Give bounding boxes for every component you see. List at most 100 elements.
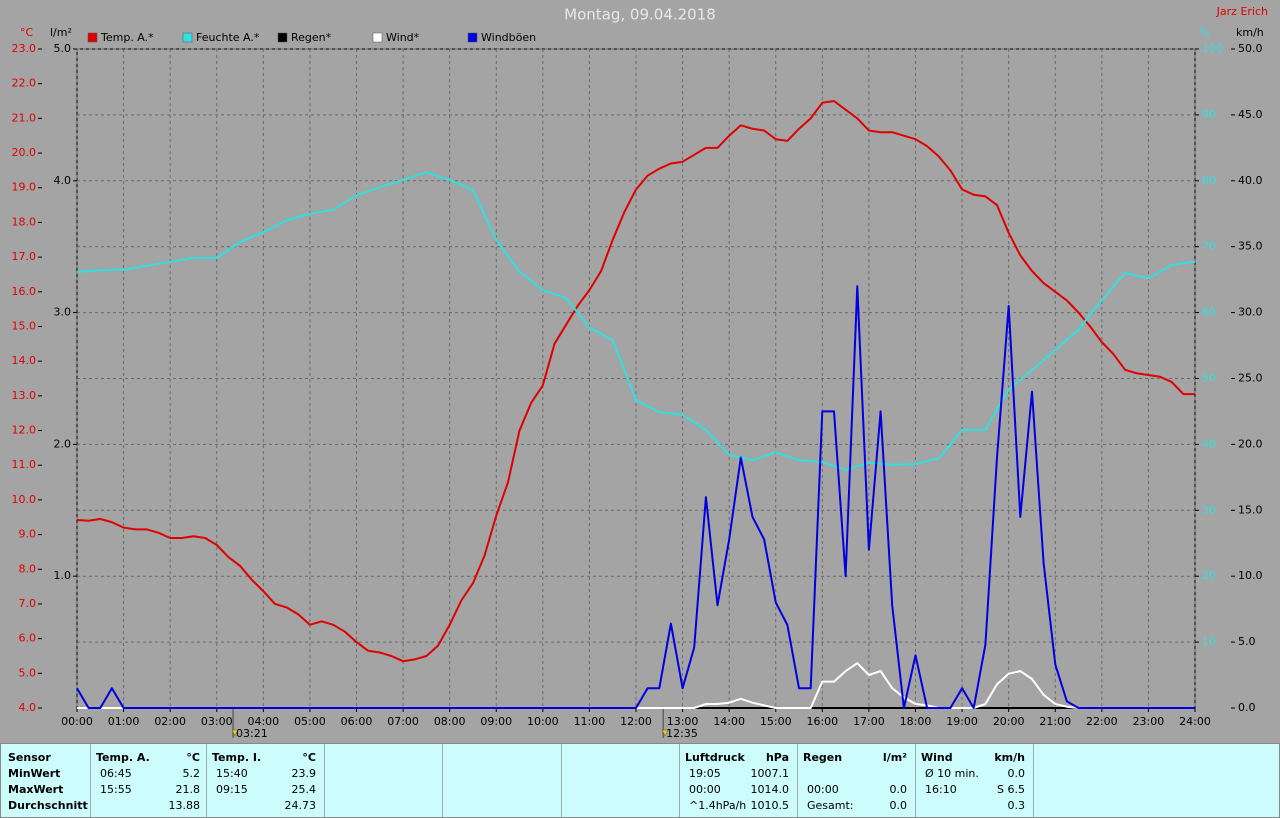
separator bbox=[915, 744, 916, 817]
stat-time: 19:05 bbox=[689, 767, 721, 780]
y-tick-label: 25.0 bbox=[1238, 372, 1263, 385]
legend-label: Wind* bbox=[386, 31, 420, 44]
panel-unit: km/h bbox=[994, 751, 1025, 764]
panel-title: Luftdruck bbox=[685, 751, 745, 764]
stat-value: 21.8 bbox=[175, 783, 201, 796]
chart-title: Montag, 09.04.2018 bbox=[564, 6, 716, 24]
y-tick-label: 4.0 bbox=[19, 701, 37, 714]
x-tick-label: 18:00 bbox=[900, 715, 932, 728]
y-tick-label: 13.0 bbox=[12, 389, 37, 402]
stat-value: 13.88 bbox=[168, 799, 201, 812]
y-tick-label: 11.0 bbox=[12, 458, 37, 471]
stat-value: 0.0 bbox=[889, 799, 908, 812]
y-tick-label: 45.0 bbox=[1238, 108, 1263, 121]
stat-time: 16:10 bbox=[925, 783, 957, 796]
y-tick-label: 70 bbox=[1202, 240, 1216, 253]
x-tick-label: 08:00 bbox=[434, 715, 466, 728]
series-line bbox=[76, 285, 1195, 709]
unit-label: l/m² bbox=[50, 26, 72, 39]
y-tick-label: 23.0 bbox=[12, 42, 37, 55]
separator bbox=[561, 744, 562, 817]
y-tick-label: 30 bbox=[1202, 503, 1216, 516]
y-tick-label: 80 bbox=[1202, 174, 1216, 187]
stat-time: 00:00 bbox=[807, 783, 839, 796]
legend-swatch bbox=[87, 32, 98, 43]
x-tick-label: 14:00 bbox=[713, 715, 745, 728]
y-tick-label: 90 bbox=[1202, 108, 1216, 121]
y-tick-label: 40 bbox=[1202, 437, 1216, 450]
stat-value: 5.2 bbox=[182, 767, 201, 780]
separator bbox=[442, 744, 443, 817]
legend-label: Feuchte A.* bbox=[196, 31, 260, 44]
panel-title: Temp. A. bbox=[96, 751, 150, 764]
x-tick-label: 21:00 bbox=[1039, 715, 1071, 728]
author: Jarz Erich bbox=[1216, 5, 1268, 18]
separator bbox=[324, 744, 325, 817]
stat-time: Ø 10 min. bbox=[925, 767, 979, 780]
x-tick-label: 02:00 bbox=[154, 715, 186, 728]
x-tick-label: 12:00 bbox=[620, 715, 652, 728]
x-tick-label: 05:00 bbox=[294, 715, 326, 728]
stat-value: 1010.5 bbox=[750, 799, 790, 812]
panel-unit: l/m² bbox=[882, 751, 907, 764]
stat-time: ^1.4hPa/h bbox=[689, 799, 747, 812]
y-tick-label: 19.0 bbox=[12, 181, 37, 194]
stat-value: 1007.1 bbox=[750, 767, 790, 780]
panel-title: Regen bbox=[803, 751, 843, 764]
y-tick-label: 50.0 bbox=[1238, 42, 1263, 55]
stat-value: 25.4 bbox=[291, 783, 317, 796]
series-line bbox=[76, 100, 1195, 663]
y-tick-label: 2.0 bbox=[54, 437, 72, 450]
separator bbox=[679, 744, 680, 817]
x-tick-label: 22:00 bbox=[1086, 715, 1118, 728]
legend-swatch bbox=[277, 32, 288, 43]
x-tick-label: 16:00 bbox=[806, 715, 838, 728]
x-tick-label: 24:00 bbox=[1179, 715, 1211, 728]
row-label: Sensor bbox=[8, 751, 51, 764]
series-line bbox=[76, 171, 1196, 472]
panel-unit: °C bbox=[302, 751, 316, 764]
y-tick-label: 9.0 bbox=[19, 528, 37, 541]
x-tick-label: 04:00 bbox=[247, 715, 279, 728]
stat-value: 0.0 bbox=[889, 783, 908, 796]
y-tick-label: 12.0 bbox=[12, 424, 37, 437]
stat-value: 0.3 bbox=[1007, 799, 1026, 812]
x-tick-label: 01:00 bbox=[108, 715, 140, 728]
stat-time: 09:15 bbox=[216, 783, 248, 796]
y-tick-label: 15.0 bbox=[12, 319, 37, 332]
legend-swatch bbox=[467, 32, 478, 43]
y-tick-label: 10.0 bbox=[12, 493, 37, 506]
panel-title: Temp. I. bbox=[212, 751, 262, 764]
x-tick-label: 20:00 bbox=[993, 715, 1025, 728]
y-tick-label: 7.0 bbox=[19, 597, 37, 610]
y-tick-label: 60 bbox=[1202, 306, 1216, 319]
event-icon bbox=[231, 729, 239, 737]
y-tick-label: 1.0 bbox=[54, 569, 72, 582]
legend-label: Windböen bbox=[481, 31, 536, 44]
x-tick-label: 23:00 bbox=[1133, 715, 1165, 728]
separator bbox=[797, 744, 798, 817]
y-tick-label: 15.0 bbox=[1238, 503, 1263, 516]
x-tick-label: 03:00 bbox=[201, 715, 233, 728]
unit-label: °C bbox=[20, 26, 34, 39]
x-tick-label: 00:00 bbox=[61, 715, 93, 728]
x-tick-label: 10:00 bbox=[527, 715, 559, 728]
separator bbox=[206, 744, 207, 817]
panel-title: Wind bbox=[921, 751, 953, 764]
x-tick-label: 09:00 bbox=[480, 715, 512, 728]
y-tick-label: 6.0 bbox=[19, 632, 37, 645]
x-tick-label: 06:00 bbox=[341, 715, 373, 728]
x-tick-label: 13:00 bbox=[667, 715, 699, 728]
y-tick-label: 21.0 bbox=[12, 111, 37, 124]
y-tick-label: 35.0 bbox=[1238, 240, 1263, 253]
y-tick-label: 40.0 bbox=[1238, 174, 1263, 187]
legend-swatch bbox=[372, 32, 383, 43]
x-tick-label: 11:00 bbox=[574, 715, 606, 728]
y-tick-label: 5.0 bbox=[1238, 635, 1256, 648]
y-tick-label: 50 bbox=[1202, 372, 1216, 385]
y-tick-label: 3.0 bbox=[54, 306, 72, 319]
separator bbox=[90, 744, 91, 817]
separator bbox=[1033, 744, 1034, 817]
stat-time: 15:55 bbox=[100, 783, 132, 796]
